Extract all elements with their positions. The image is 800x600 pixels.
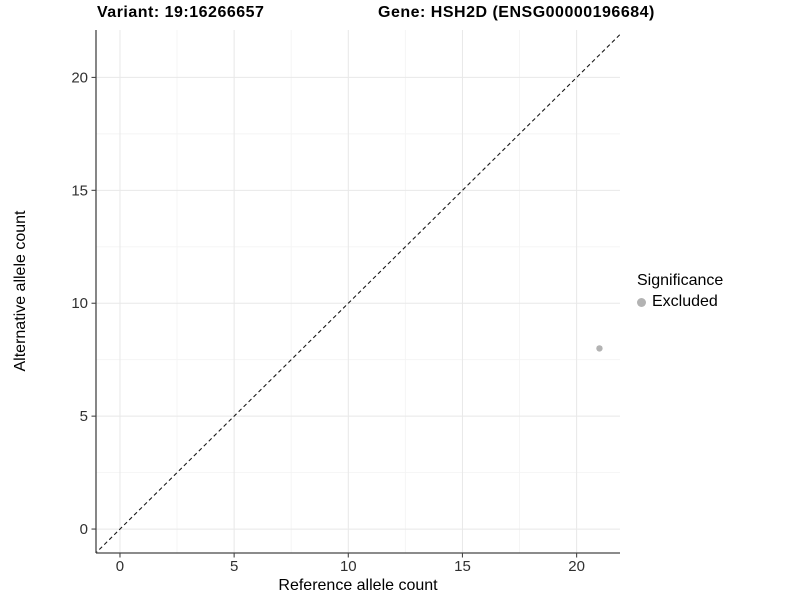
axis-lines — [95, 30, 620, 554]
gene-title: Gene: HSH2D (ENSG00000196684) — [378, 4, 655, 21]
svg-text:10: 10 — [71, 295, 88, 312]
legend-title: Significance — [637, 272, 724, 289]
svg-text:15: 15 — [454, 558, 471, 575]
variant-title: Variant: 19:16266657 — [97, 4, 265, 21]
svg-text:20: 20 — [568, 558, 585, 575]
legend-item-label: Excluded — [652, 293, 718, 310]
data-points — [596, 345, 603, 352]
x-tick-labels: 0 5 10 15 20 — [116, 558, 585, 575]
y-tick-labels: 0 5 10 15 20 — [71, 69, 88, 538]
y-axis-title: Alternative allele count — [12, 210, 29, 372]
identity-line — [96, 33, 620, 553]
grid-major — [96, 30, 620, 553]
data-point — [596, 345, 603, 352]
x-axis-title: Reference allele count — [278, 577, 438, 594]
svg-text:0: 0 — [80, 521, 88, 538]
svg-text:20: 20 — [71, 69, 88, 86]
grid-minor — [96, 30, 620, 553]
svg-text:5: 5 — [80, 408, 88, 425]
legend: Significance Excluded — [637, 271, 723, 311]
tick-marks — [91, 76, 578, 558]
svg-text:5: 5 — [230, 558, 238, 575]
svg-text:10: 10 — [340, 558, 357, 575]
svg-text:15: 15 — [71, 182, 88, 199]
legend-item-excluded: Excluded — [637, 293, 723, 311]
legend-point-icon — [637, 297, 646, 307]
svg-text:0: 0 — [116, 558, 124, 575]
